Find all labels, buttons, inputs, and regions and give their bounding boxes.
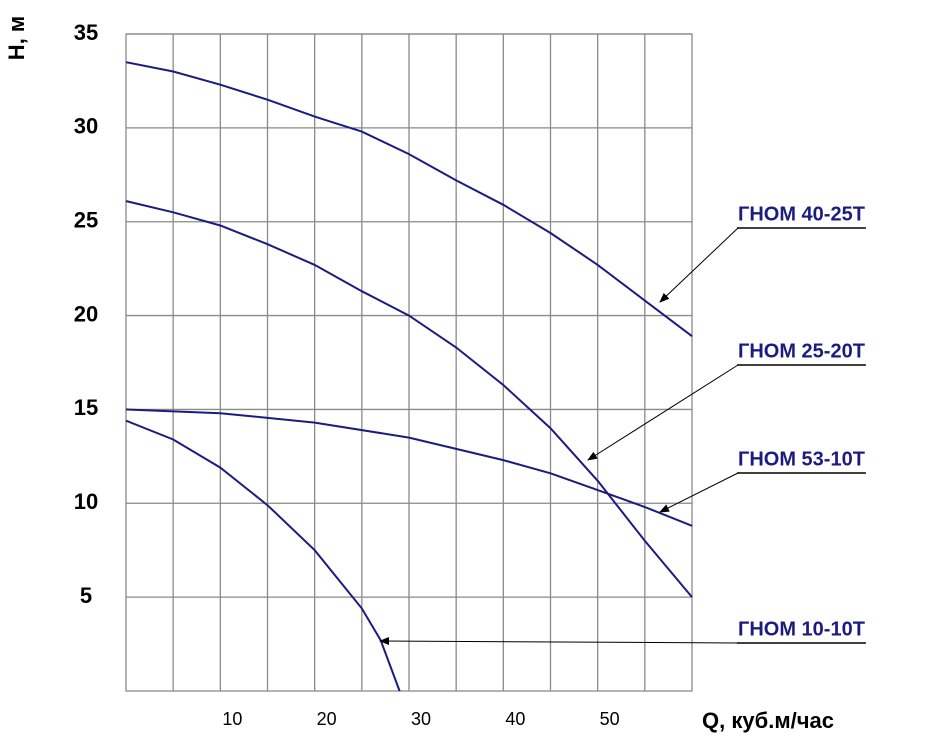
legend-label: ГНОМ 40-25Т xyxy=(738,203,865,225)
y-tick-label: 20 xyxy=(74,301,98,326)
leader-arrow xyxy=(379,637,739,646)
leader-arrow xyxy=(587,364,739,461)
x-tick-label: 40 xyxy=(505,709,525,729)
x-tick-label: 10 xyxy=(222,709,242,729)
y-axis-title: H, м xyxy=(4,16,29,60)
x-tick-label: 50 xyxy=(600,709,620,729)
legend-label: ГНОМ 10-10Т xyxy=(738,618,865,640)
legend-label: ГНОМ 53-10Т xyxy=(738,448,865,470)
y-tick-label: 15 xyxy=(74,395,98,420)
curve xyxy=(125,408,693,527)
y-tick-label: 35 xyxy=(74,20,98,45)
legend-label: ГНОМ 25-20Т xyxy=(738,340,865,362)
y-tick-label: 10 xyxy=(74,489,98,514)
y-tick-label: 25 xyxy=(74,208,98,233)
y-tick-label: 5 xyxy=(80,583,92,608)
curve xyxy=(125,61,693,337)
leader-arrow xyxy=(659,472,739,513)
x-tick-label: 30 xyxy=(411,709,431,729)
curve xyxy=(125,200,693,598)
x-axis-title: Q, куб.м/час xyxy=(702,708,834,733)
y-tick-label: 30 xyxy=(74,114,98,139)
leader-arrow xyxy=(659,227,739,303)
x-tick-label: 20 xyxy=(317,709,337,729)
plot-frame xyxy=(125,33,693,692)
curve xyxy=(125,419,401,692)
